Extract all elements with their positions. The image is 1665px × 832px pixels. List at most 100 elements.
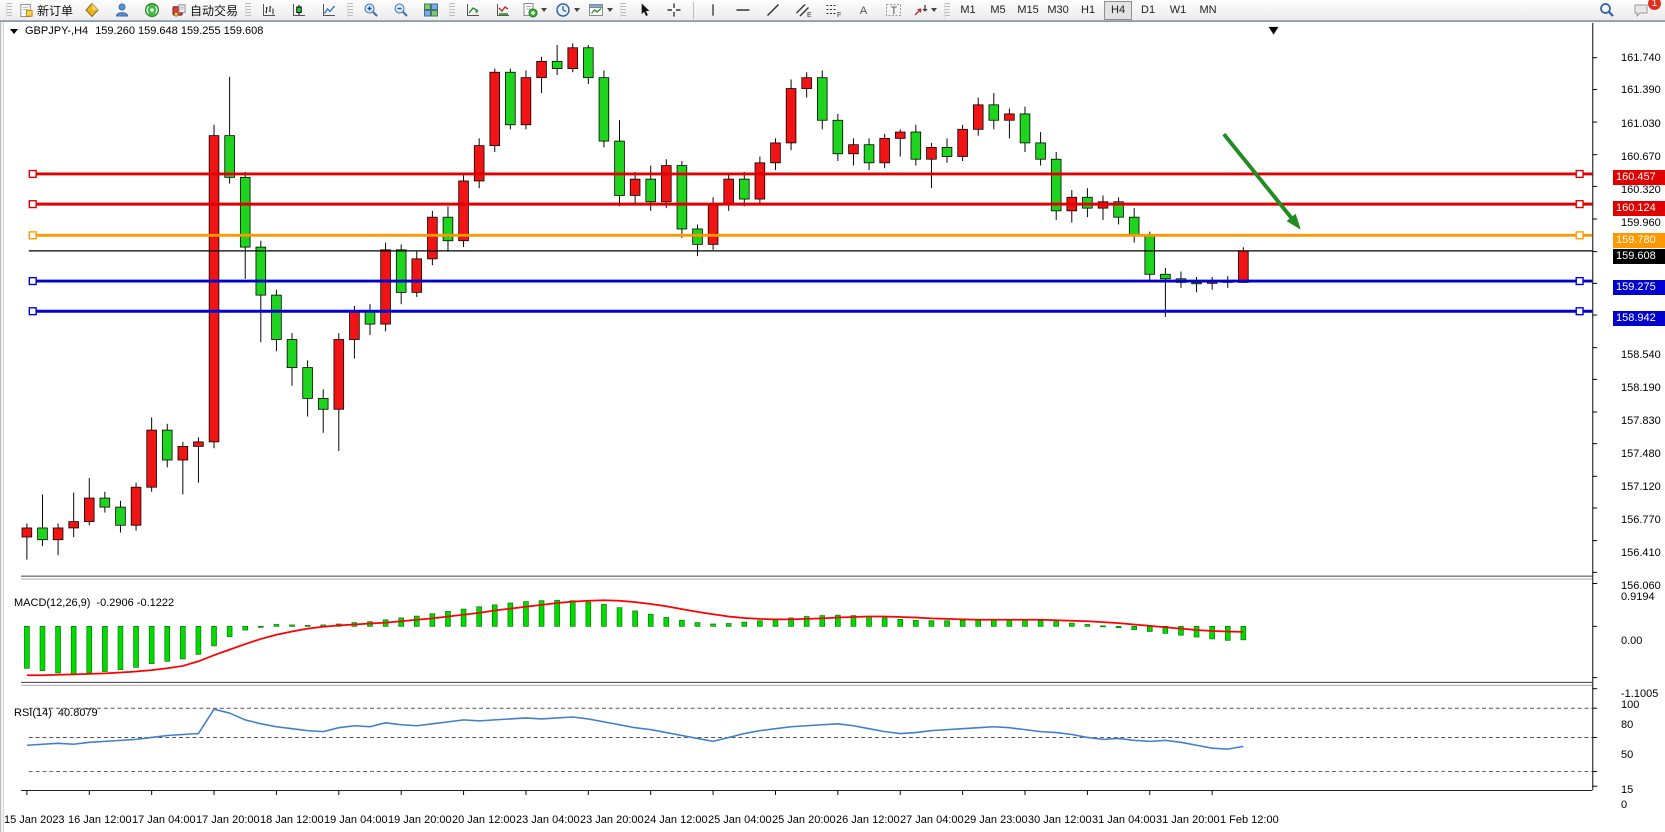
toolbar-grip[interactable] bbox=[449, 2, 456, 18]
macd-histogram-bar bbox=[554, 599, 560, 627]
indicator-list-button[interactable] bbox=[459, 0, 487, 21]
svg-text:A: A bbox=[859, 5, 867, 17]
candle-body bbox=[302, 367, 313, 399]
text-label-icon: T bbox=[885, 4, 901, 17]
cursor-button[interactable] bbox=[630, 0, 658, 21]
indicator-window-button[interactable] bbox=[489, 0, 517, 21]
add-indicator-icon bbox=[523, 3, 538, 18]
toolbar-grip[interactable] bbox=[6, 2, 12, 18]
candle-body bbox=[614, 140, 625, 196]
candle-body bbox=[84, 497, 95, 523]
new-order-button[interactable]: 新订单 bbox=[16, 0, 76, 21]
chart-title: GBPJPY-,H4 159.260 159.648 159.255 159.6… bbox=[10, 25, 263, 37]
toolbar-grip[interactable] bbox=[245, 2, 252, 18]
chart-canvas[interactable] bbox=[0, 22, 1665, 832]
candle-body bbox=[1238, 250, 1249, 283]
templates-button[interactable] bbox=[585, 0, 616, 21]
main-toolbar: 新订单 自动交易 bbox=[0, 0, 1665, 21]
macd-histogram-bar bbox=[86, 625, 93, 674]
candle-body bbox=[817, 77, 828, 121]
crosshair-button[interactable] bbox=[660, 0, 688, 21]
macd-histogram-bar bbox=[632, 610, 638, 627]
tile-windows-icon bbox=[424, 3, 439, 17]
zoom-in-button[interactable] bbox=[357, 0, 385, 21]
line-handle bbox=[1575, 169, 1584, 179]
indicator-window-icon bbox=[497, 4, 510, 16]
bar-chart-button[interactable] bbox=[255, 0, 283, 21]
signals-button[interactable] bbox=[138, 0, 166, 21]
chart-menu-icon[interactable] bbox=[10, 28, 18, 34]
search-button[interactable] bbox=[1593, 0, 1621, 21]
ohlc-values: 159.260 159.648 159.255 159.608 bbox=[95, 25, 264, 37]
macd-histogram-bar bbox=[24, 625, 30, 669]
macd-histogram-bar bbox=[1224, 625, 1231, 641]
macd-histogram-bar bbox=[491, 604, 498, 627]
text-button[interactable]: A bbox=[849, 0, 877, 21]
fibonacci-button[interactable]: F bbox=[819, 0, 847, 21]
timeframe-h1-button[interactable]: H1 bbox=[1081, 4, 1096, 16]
timeframe-d1-button[interactable]: D1 bbox=[1141, 4, 1156, 16]
chat-bubble-icon bbox=[1634, 4, 1647, 17]
fibonacci-icon: F bbox=[826, 5, 841, 18]
macd-histogram-bar bbox=[1022, 619, 1028, 627]
candle-body bbox=[832, 119, 844, 155]
horizontal-line-button[interactable] bbox=[729, 0, 757, 21]
candle-body bbox=[1050, 158, 1062, 212]
macd-histogram-bar bbox=[1100, 625, 1106, 628]
text-label-button[interactable]: T bbox=[879, 0, 907, 21]
arrows-button[interactable] bbox=[909, 0, 940, 21]
candle-body bbox=[661, 165, 672, 203]
timeframe-m15-button[interactable]: M15 bbox=[1017, 4, 1039, 16]
timeframe-m1-button[interactable]: M1 bbox=[960, 4, 976, 16]
timeframe-m30-button[interactable]: M30 bbox=[1047, 4, 1069, 16]
timeframe-mn-button[interactable]: MN bbox=[1199, 4, 1217, 16]
macd-histogram-bar bbox=[850, 615, 857, 627]
vertical-line-icon bbox=[712, 4, 714, 16]
macd-histogram-bar bbox=[569, 600, 576, 627]
timeframe-w1-button[interactable]: W1 bbox=[1169, 4, 1187, 16]
tile-windows-button[interactable] bbox=[417, 0, 445, 21]
toolbar-grip[interactable] bbox=[347, 2, 354, 18]
macd-histogram-bar bbox=[476, 606, 482, 627]
candle-body bbox=[598, 77, 610, 142]
candle-body bbox=[395, 249, 407, 293]
candle-body bbox=[1128, 216, 1140, 236]
timeframe-m5-button[interactable]: M5 bbox=[990, 4, 1006, 16]
channel-button[interactable]: E bbox=[789, 0, 817, 21]
candle-body bbox=[972, 104, 984, 130]
candle-body bbox=[489, 71, 501, 147]
macd-signal-line bbox=[26, 599, 1244, 677]
macd-histogram-bar bbox=[195, 625, 202, 655]
trendline-button[interactable] bbox=[759, 0, 787, 21]
candlestick-chart-button[interactable] bbox=[285, 0, 313, 21]
candle-body bbox=[894, 131, 906, 139]
add-indicator-button[interactable] bbox=[519, 0, 550, 21]
clock-icon bbox=[556, 3, 570, 17]
toolbar-grip[interactable] bbox=[620, 2, 627, 18]
candle-body bbox=[801, 77, 812, 89]
candle-body bbox=[52, 527, 64, 541]
gold-diamond-button[interactable] bbox=[78, 0, 106, 21]
macd-histogram-bar bbox=[273, 624, 280, 627]
zoom-out-button[interactable] bbox=[387, 0, 415, 21]
auto-trading-label: 自动交易 bbox=[190, 3, 239, 18]
rsi-line bbox=[26, 708, 1244, 750]
candle-body bbox=[208, 135, 220, 443]
notifications-button[interactable]: 1 bbox=[1627, 0, 1661, 21]
periods-button[interactable] bbox=[552, 0, 583, 21]
new-order-label: 新订单 bbox=[37, 3, 74, 18]
macd-histogram-bar bbox=[897, 619, 904, 627]
vertical-line-button[interactable] bbox=[699, 0, 727, 21]
line-handle bbox=[1575, 231, 1584, 240]
candle-body bbox=[879, 137, 890, 164]
timeframe-h4-button[interactable]: H4 bbox=[1104, 0, 1133, 20]
auto-trading-button[interactable]: 自动交易 bbox=[168, 0, 241, 21]
line-chart-button[interactable] bbox=[315, 0, 343, 21]
macd-histogram-bar bbox=[445, 611, 451, 627]
toolbar-grip[interactable] bbox=[944, 2, 951, 18]
macd-histogram-bar bbox=[819, 615, 826, 627]
line-handle bbox=[28, 307, 37, 316]
user-button[interactable] bbox=[108, 0, 136, 21]
auto-trading-icon bbox=[172, 3, 186, 17]
candlestick-chart-icon bbox=[293, 4, 306, 16]
